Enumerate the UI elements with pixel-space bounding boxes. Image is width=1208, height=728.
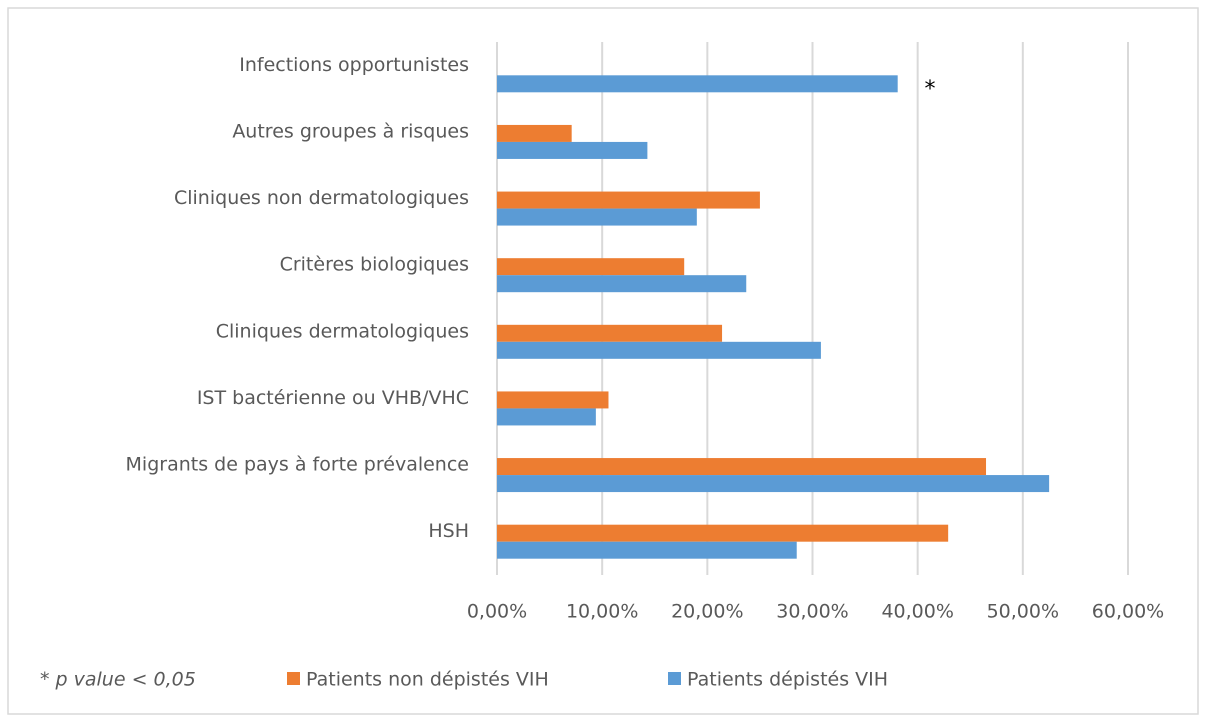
x-tick-label: 10,00% [566,601,638,623]
x-tick-label: 60,00% [1092,601,1164,623]
bar [497,475,1050,493]
y-tick-label: Infections opportunistes [239,54,469,76]
y-tick-label: Critères biologiques [280,254,469,276]
legend-label: Patients non dépistés VIH [306,669,549,691]
bar [497,458,987,476]
bar [497,324,723,342]
annotation: * [925,77,936,102]
y-tick-label: IST bactérienne ou VHB/VHC [197,387,469,409]
bar [497,258,685,276]
bar [497,75,898,93]
bar [497,191,760,209]
bar [497,541,797,559]
x-tick-label: 0,00% [467,601,527,623]
legend-swatch [287,672,300,685]
y-tick-label: Migrants de pays à forte prévalence [126,454,469,476]
x-tick-label: 50,00% [987,601,1059,623]
bar [497,141,648,159]
y-tick-label: Cliniques dermatologiques [216,320,469,342]
bar [497,408,596,426]
legend-swatch [668,672,681,685]
bar [497,341,821,359]
x-tick-label: 30,00% [776,601,848,623]
bar [497,391,609,409]
bar [497,275,747,293]
x-tick-label: 40,00% [881,601,953,623]
note: * p value < 0,05 [40,669,196,691]
bar [497,524,949,542]
bar [497,124,572,142]
bar [497,208,697,226]
y-tick-label: HSH [428,520,469,542]
y-tick-label: Cliniques non dermatologiques [174,187,469,209]
legend-label: Patients dépistés VIH [687,669,888,691]
y-tick-label: Autres groupes à risques [232,120,469,142]
x-tick-label: 20,00% [671,601,743,623]
